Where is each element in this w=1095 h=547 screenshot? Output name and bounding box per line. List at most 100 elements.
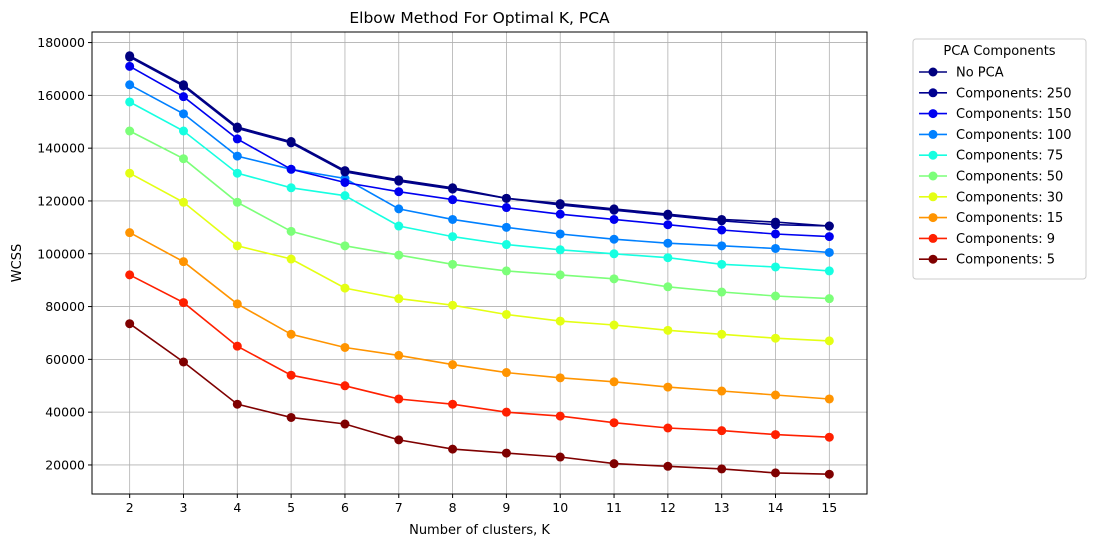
data-point	[609, 204, 619, 214]
data-point	[340, 342, 350, 352]
legend-marker	[928, 88, 938, 98]
data-point	[501, 240, 511, 250]
data-point	[286, 370, 296, 380]
data-point	[824, 336, 834, 346]
data-point	[340, 241, 350, 251]
plot-area	[91, 31, 868, 495]
y-tick-label: 80000	[45, 299, 85, 314]
data-point	[501, 448, 511, 458]
data-point	[555, 270, 565, 280]
data-point	[824, 266, 834, 276]
x-tick-label: 2	[126, 500, 134, 515]
x-tick-label: 3	[180, 500, 188, 515]
series	[125, 270, 834, 442]
legend-marker	[928, 129, 938, 139]
data-point	[501, 193, 511, 203]
data-point	[771, 217, 781, 227]
data-point	[125, 168, 135, 178]
data-point	[501, 203, 511, 213]
data-point	[501, 368, 511, 378]
data-point	[340, 191, 350, 201]
data-point	[609, 320, 619, 330]
series	[125, 97, 834, 276]
data-point	[663, 282, 673, 292]
data-point	[125, 319, 135, 329]
legend-entry: Components: 75	[919, 149, 1063, 164]
y-tick-label: 180000	[37, 35, 85, 50]
data-point	[717, 225, 727, 235]
y-axis-ticks: 20000 40000 60000 80000 100000 120000 140000 16…	[37, 35, 92, 472]
legend-marker	[928, 192, 938, 202]
data-point	[178, 298, 188, 308]
data-point	[501, 222, 511, 232]
x-tick-label: 12	[660, 500, 676, 515]
data-point	[717, 287, 727, 297]
data-point	[555, 229, 565, 239]
data-point	[717, 426, 727, 436]
data-point	[824, 247, 834, 257]
data-point	[394, 221, 404, 231]
data-point	[824, 294, 834, 304]
y-tick-label: 120000	[37, 193, 85, 208]
data-point	[771, 333, 781, 343]
y-tick-label: 140000	[37, 141, 85, 156]
x-tick-label: 7	[395, 500, 403, 515]
x-tick-label: 15	[821, 500, 837, 515]
data-point	[771, 243, 781, 253]
x-tick-label: 4	[233, 500, 241, 515]
data-point	[771, 390, 781, 400]
legend-label: Components: 150	[956, 107, 1072, 122]
data-point	[771, 262, 781, 272]
data-point	[178, 257, 188, 267]
legend-items: No PCA Components: 250 Components: 150 Comp…	[919, 66, 1072, 268]
x-tick-label: 13	[714, 500, 730, 515]
data-point	[448, 444, 458, 454]
data-point	[178, 92, 188, 102]
data-point	[178, 126, 188, 136]
data-point	[663, 461, 673, 471]
data-point	[448, 214, 458, 224]
data-point	[448, 360, 458, 370]
data-point	[663, 382, 673, 392]
series-line	[129, 65, 830, 238]
x-tick-label: 9	[502, 500, 510, 515]
data-point	[717, 214, 727, 224]
series	[125, 319, 834, 479]
data-point	[394, 175, 404, 185]
data-point	[232, 299, 242, 309]
legend-entry: Components: 50	[919, 170, 1063, 185]
data-point	[501, 407, 511, 417]
legend-label: Components: 75	[956, 149, 1063, 164]
data-point	[232, 399, 242, 409]
data-point	[555, 245, 565, 255]
data-point	[663, 220, 673, 230]
series-line	[129, 55, 830, 227]
data-point	[448, 232, 458, 242]
series-line	[129, 84, 830, 254]
data-point	[717, 329, 727, 339]
series	[125, 61, 834, 242]
data-point	[609, 249, 619, 259]
x-tick-label: 8	[449, 500, 457, 515]
data-point	[125, 97, 135, 107]
data-point	[125, 270, 135, 280]
legend-label: Components: 9	[956, 232, 1055, 247]
series	[125, 51, 834, 231]
data-point	[555, 316, 565, 326]
legend-marker	[928, 171, 938, 181]
legend-entry: Components: 15	[919, 211, 1063, 226]
data-point	[232, 241, 242, 251]
series	[125, 126, 834, 304]
data-point	[609, 234, 619, 244]
y-tick-label: 40000	[45, 405, 85, 420]
legend-entry: Components: 150	[919, 107, 1072, 122]
data-point	[286, 226, 296, 236]
legend-entry: Components: 250	[919, 86, 1072, 101]
data-point	[340, 381, 350, 391]
legend-label: No PCA	[956, 66, 1004, 81]
data-point	[501, 309, 511, 319]
data-point	[555, 373, 565, 383]
data-point	[448, 259, 458, 269]
legend-label: Components: 30	[956, 190, 1063, 205]
